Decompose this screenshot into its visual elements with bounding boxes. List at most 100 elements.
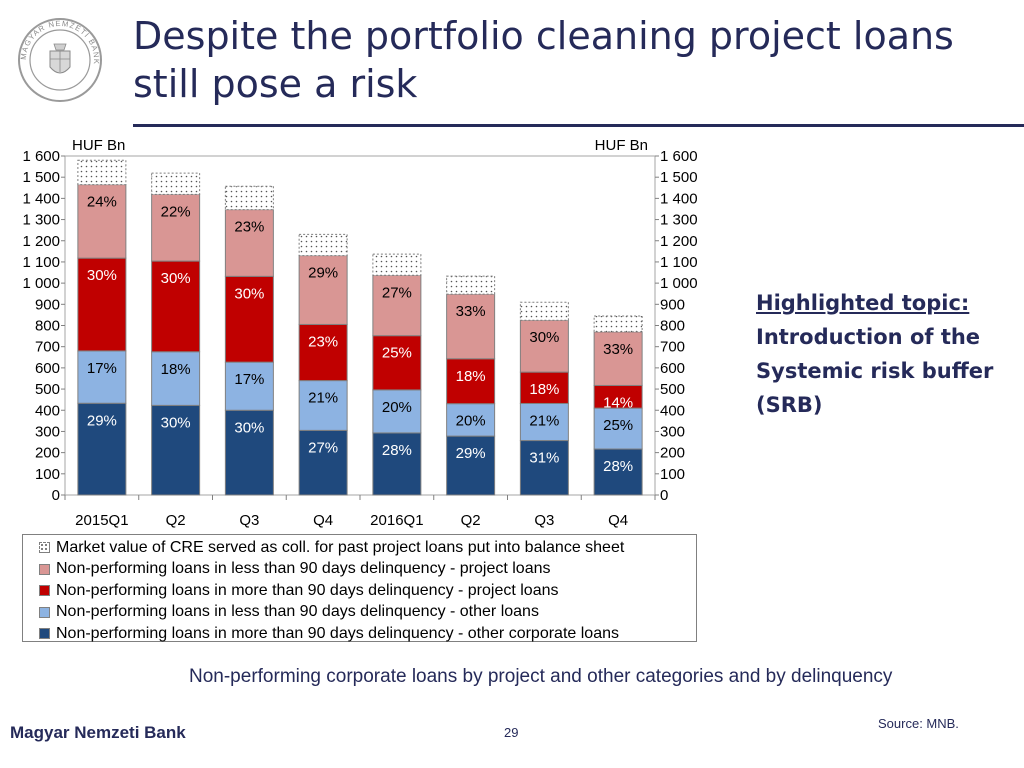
bar-data-label: 20% (382, 399, 412, 416)
y-tick-label-left: 800 (35, 318, 60, 335)
bar-data-label: 21% (308, 390, 338, 407)
bar-segment (519, 301, 569, 321)
bar-segment (151, 404, 201, 496)
bar-segment (224, 209, 274, 277)
page-number: 29 (504, 725, 519, 740)
legend-label: Non-performing loans in less than 90 day… (56, 560, 551, 578)
bar-segment (224, 409, 274, 496)
bar-data-label: 30% (87, 267, 117, 284)
y-tick-label-left: 300 (35, 423, 60, 440)
bar-segment (151, 260, 201, 353)
bar-data-label: 28% (603, 458, 633, 475)
legend-swatch (39, 542, 50, 554)
x-tick-label: Q2 (461, 512, 481, 529)
bar-data-label: 29% (308, 265, 338, 282)
bar-data-label: 17% (87, 360, 117, 377)
legend-item: Non-performing loans in less than 90 day… (39, 559, 696, 581)
bar-segment (298, 323, 348, 382)
bar-segment (446, 275, 496, 295)
legend-label: Non-performing loans in more than 90 day… (56, 581, 559, 599)
y-tick-label-left: 1 400 (22, 190, 60, 207)
bar-segment (372, 335, 422, 391)
bar-data-label: 18% (161, 361, 191, 378)
bar-data-label: 18% (456, 368, 486, 385)
legend-item: Non-performing loans in more than 90 day… (39, 623, 696, 645)
bar-data-label: 23% (308, 333, 338, 350)
bar-segment (224, 361, 274, 411)
bar-segment (519, 371, 569, 404)
bar-data-label: 20% (456, 413, 486, 430)
bar-data-label: 29% (456, 445, 486, 462)
page-title: Despite the portfolio cleaning project l… (133, 14, 954, 106)
highlighted-topic-label: Highlighted topic: (756, 291, 970, 315)
bar-segment (446, 293, 496, 360)
y-axis-unit-right: HUF Bn (595, 137, 648, 154)
x-tick-label: Q3 (239, 512, 259, 529)
chart-caption: Non-performing corporate loans by projec… (189, 666, 893, 687)
x-tick-label: Q4 (608, 512, 628, 529)
bar-segment (298, 233, 348, 257)
legend-swatch (39, 606, 50, 618)
bar-segment (593, 407, 643, 450)
bar-data-label: 27% (308, 439, 338, 456)
bar-data-label: 30% (161, 414, 191, 431)
highlighted-topic-line: Introduction of the (756, 325, 981, 349)
chart-legend: Market value of CRE served as coll. for … (22, 534, 697, 642)
bar-segment (77, 350, 127, 404)
bar-segment (151, 351, 201, 406)
bar-segment (372, 253, 422, 276)
legend-label: Non-performing loans in less than 90 day… (56, 603, 539, 621)
y-tick-label-right: 1 100 (660, 254, 698, 271)
y-tick-label-left: 1 300 (22, 212, 60, 229)
bar-data-label: 28% (382, 442, 412, 459)
bar-data-label: 25% (603, 417, 633, 434)
legend-label: Non-performing loans in more than 90 day… (56, 624, 619, 642)
y-tick-label-left: 100 (35, 466, 60, 483)
bar-segment (151, 172, 201, 195)
legend-item: Market value of CRE served as coll. for … (39, 537, 696, 559)
y-tick-label-right: 500 (660, 381, 685, 398)
bar-data-label: 14% (603, 394, 633, 411)
bar-data-label: 33% (603, 341, 633, 358)
x-tick-label: Q3 (534, 512, 554, 529)
highlighted-topic-line: (SRB) (756, 393, 823, 417)
y-tick-label-right: 200 (660, 445, 685, 462)
y-tick-label-right: 0 (660, 487, 668, 504)
bar-segment (298, 380, 348, 431)
bar-segment (593, 331, 643, 386)
bar-data-label: 30% (161, 270, 191, 287)
bar-segment (519, 440, 569, 496)
y-tick-label-left: 1 200 (22, 233, 60, 250)
bar-segment (77, 184, 127, 259)
bar-data-label: 29% (87, 412, 117, 429)
x-tick-label: 2016Q1 (370, 512, 423, 529)
legend-item: Non-performing loans in less than 90 day… (39, 602, 696, 624)
bar-data-label: 21% (529, 412, 559, 429)
title-divider (133, 124, 1024, 127)
bar-data-label: 22% (161, 203, 191, 220)
y-axis-unit-left: HUF Bn (72, 137, 125, 154)
y-tick-label-left: 400 (35, 402, 60, 419)
bar-data-label: 24% (87, 194, 117, 211)
legend-swatch (39, 585, 50, 597)
y-tick-label-right: 1 400 (660, 190, 698, 207)
source-note: Source: MNB. (878, 716, 959, 731)
bar-data-label: 17% (234, 371, 264, 388)
legend-swatch (39, 563, 50, 575)
bar-segment (298, 429, 348, 496)
highlighted-topic[interactable]: Highlighted topic: Introduction of the S… (756, 286, 1016, 422)
y-tick-label-right: 900 (660, 296, 685, 313)
bar-segment (446, 358, 496, 405)
mnb-logo: MAGYAR NEMZETI BANK (18, 18, 102, 102)
y-tick-label-right: 1 500 (660, 169, 698, 186)
y-tick-label-left: 900 (35, 296, 60, 313)
y-tick-label-right: 300 (660, 423, 685, 440)
legend-item: Non-performing loans in more than 90 day… (39, 580, 696, 602)
y-tick-label-right: 700 (660, 339, 685, 356)
y-tick-label-right: 400 (660, 402, 685, 419)
legend-swatch (39, 628, 50, 640)
legend-label: Market value of CRE served as coll. for … (56, 538, 625, 556)
y-tick-label-left: 500 (35, 381, 60, 398)
y-tick-label-right: 1 000 (660, 275, 698, 292)
x-tick-label: 2015Q1 (75, 512, 128, 529)
